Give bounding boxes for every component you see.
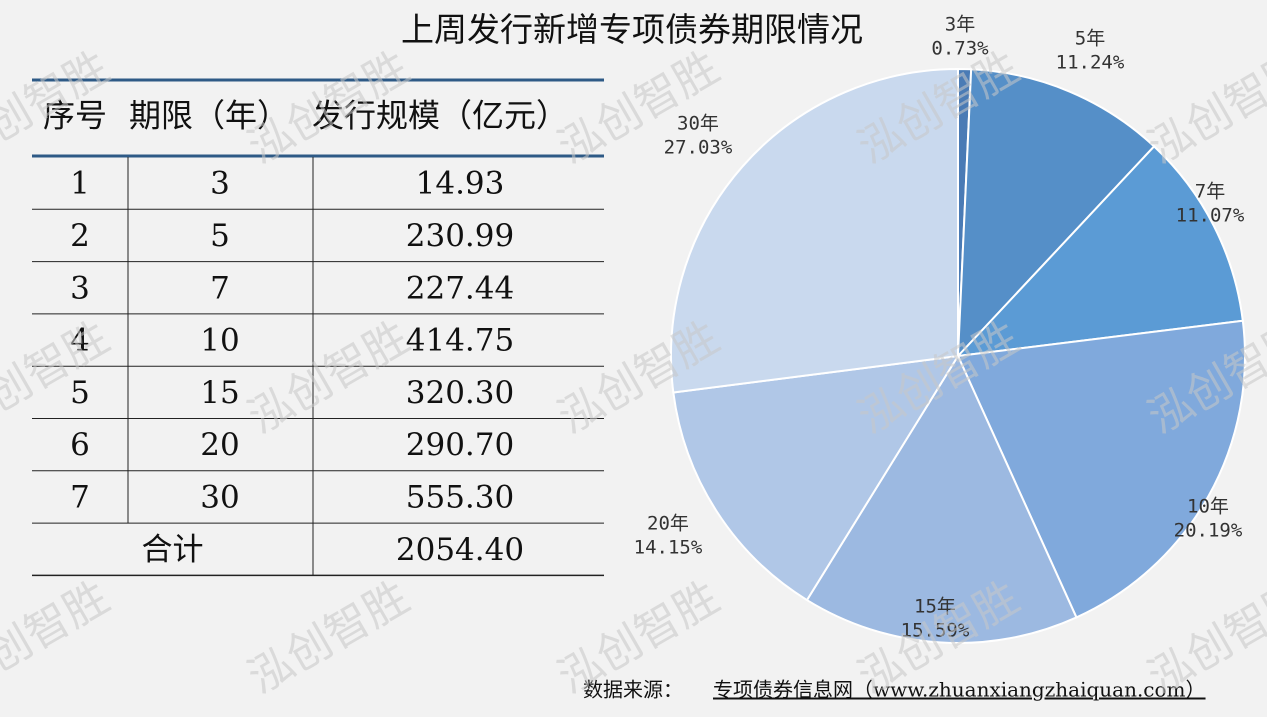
slice-value-label: 15.59%: [901, 620, 970, 642]
slice-category: 15年: [914, 596, 956, 618]
table-cell: 3: [210, 166, 230, 202]
slice-category: 20年: [647, 513, 689, 535]
slice-category: 30年: [677, 113, 719, 135]
header-cell: 期限（年）: [129, 97, 289, 135]
table-cell: 5: [210, 218, 230, 254]
watermark: 泓创智胜: [0, 572, 118, 704]
table-cell: 230.99: [406, 218, 514, 254]
watermark: 泓创智胜: [240, 572, 418, 704]
table-cell: 20: [200, 427, 239, 463]
pie-slice: [670, 67, 959, 394]
slice-value-label: 11.24%: [1056, 52, 1125, 74]
slice-category: 10年: [1187, 496, 1229, 518]
slice-category: 3年: [945, 14, 975, 36]
table-cell: 414.75: [406, 323, 514, 359]
table-cell: 15: [200, 375, 239, 411]
slice-category: 7年: [1195, 181, 1225, 203]
header-cell: 序号: [43, 97, 107, 135]
slice-value-label: 14.15%: [634, 537, 703, 559]
table-cell: 290.70: [406, 427, 514, 463]
source: 专项债券信息网（www.zhuanxiangzhaiquan.com）: [713, 678, 1206, 702]
pie-slice: [956, 68, 1156, 359]
table: 序号 期限（年） 发行规模（亿元）1 3 14.932 5 230.993 7 227.444 1…: [32, 78, 604, 577]
table-cell: 6: [70, 427, 90, 463]
table-cell: 14.93: [416, 166, 505, 202]
table-cell: 2: [70, 218, 90, 254]
table-cell: 30: [200, 479, 239, 515]
pie-slice: [955, 145, 1244, 358]
table-cell: 5: [70, 375, 90, 411]
watermark: 泓创智胜: [240, 312, 418, 444]
slice-value-label: 11.07%: [1176, 205, 1245, 227]
table-cell: 1: [70, 166, 90, 202]
table-cell: 10: [200, 323, 239, 359]
slice-value-label: 0.73%: [931, 38, 989, 60]
slice-value-label: 27.03%: [664, 137, 733, 159]
slice-category: 5年: [1075, 28, 1105, 50]
title: 上周发行新增专项债券期限情况: [401, 10, 863, 49]
header-cell: 发行规模（亿元）: [312, 97, 568, 135]
table-cell: 4: [70, 323, 90, 359]
table-cell: 7: [70, 479, 90, 515]
total-label: 合计: [142, 532, 204, 568]
pie-slice: [805, 353, 1078, 644]
table-cell: 320.30: [406, 375, 514, 411]
table-cell: 555.30: [406, 479, 514, 515]
pie-slice: [672, 354, 960, 602]
source-label: 数据来源：: [583, 678, 683, 702]
table-cell: 227.44: [406, 270, 514, 306]
pie-slice: [956, 319, 1246, 619]
total-value: 2054.40: [396, 532, 524, 568]
slice-value-label: 20.19%: [1174, 520, 1243, 542]
table-cell: 3: [70, 270, 90, 306]
watermark: 泓创智胜: [1140, 42, 1267, 174]
table-cell: 7: [210, 270, 230, 306]
watermark: 泓创智胜: [0, 312, 118, 444]
